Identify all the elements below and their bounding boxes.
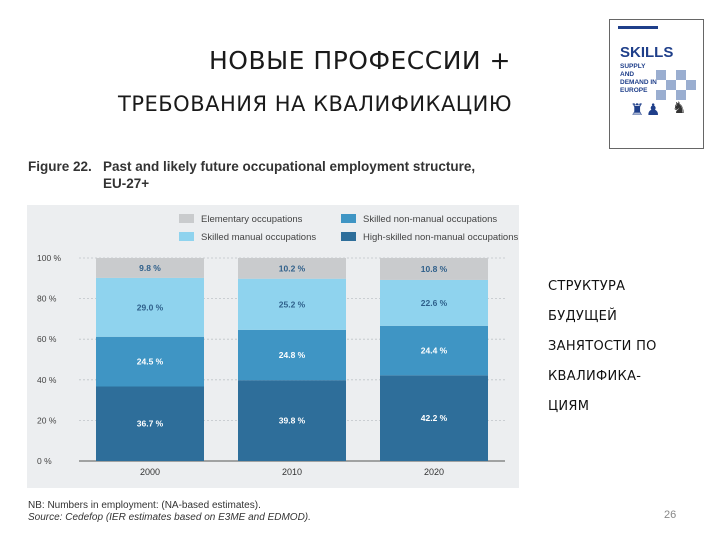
figure-title-line1: Past and likely future occupational empl… (103, 159, 476, 174)
cover-logo-strip (618, 26, 658, 29)
bar-segment (380, 279, 488, 326)
bar-data-label: 36.7 % (137, 419, 164, 429)
chess-piece-icon: ♜ (630, 102, 645, 119)
side-caption-line: БУДУЩЕЙ (548, 309, 618, 324)
bar-data-label: 24.5 % (137, 357, 164, 367)
side-caption-line: КВАЛИФИКА- (548, 369, 642, 384)
bar-data-label: 29.0 % (137, 302, 164, 312)
y-tick-label: 80 % (37, 294, 57, 304)
bar-data-label: 9.8 % (139, 263, 161, 273)
side-caption-line: ЦИЯМ (548, 399, 590, 414)
legend-label: High-skilled non-manual occupations (363, 232, 519, 243)
bar-data-label: 24.4 % (421, 346, 448, 356)
bar-data-label: 42.2 % (421, 413, 448, 423)
figure-number: Figure 22. (28, 159, 92, 174)
figure-notes: NB: Numbers in employment: (NA-based est… (28, 500, 311, 524)
checkerboard-graphic (656, 70, 702, 124)
cover-title: SKILLS (620, 44, 674, 61)
figure-note: NB: Numbers in employment: (NA-based est… (28, 500, 261, 511)
y-tick-label: 60 % (37, 334, 57, 344)
bar-data-label: 22.6 % (421, 298, 448, 308)
chess-piece-icon: ♟ (646, 102, 661, 119)
bar-data-label: 39.8 % (279, 416, 306, 426)
bar-segment (238, 380, 346, 461)
bar-segment (380, 258, 488, 280)
legend-label: Skilled non-manual occupations (363, 214, 497, 225)
chart-panel: Elementary occupations Skilled non-manual… (27, 205, 519, 488)
cover-subtitle: SUPPLY AND DEMAND IN EUROPE (620, 63, 657, 94)
report-cover-image: SKILLS SUPPLY AND DEMAND IN EUROPE ♜ ♟ ♞ (609, 19, 704, 149)
legend-label: Elementary occupations (201, 214, 303, 225)
y-tick-label: 20 % (37, 415, 57, 425)
bar-segment (238, 258, 346, 279)
figure-title-line2: EU-27+ (103, 176, 150, 191)
bar-data-label: 25.2 % (279, 299, 306, 309)
legend-swatch (341, 232, 356, 241)
slide-title-line2: ТРЕБОВАНИЯ НА КВАЛИФИКАЦИЮ (118, 92, 512, 116)
legend-swatch (179, 214, 194, 223)
side-caption-line: СТРУКТУРА (548, 279, 626, 294)
side-caption: СТРУКТУРА БУДУЩЕЙ ЗАНЯТОСТИ ПО КВАЛИФИКА… (548, 272, 657, 422)
legend-label: Skilled manual occupations (201, 232, 316, 243)
chess-piece-icon: ♞ (672, 100, 687, 117)
bar-data-label: 10.2 % (279, 263, 306, 273)
bar-segment (238, 329, 346, 381)
slide-title-line1: НОВЫЕ ПРОФЕССИИ + (208, 46, 511, 75)
side-caption-line: ЗАНЯТОСТИ ПО (548, 339, 657, 354)
bar-data-label: 10.8 % (421, 264, 448, 274)
bar-segment (238, 278, 346, 330)
y-tick-label: 40 % (37, 375, 57, 385)
x-tick-label: 2000 (140, 467, 160, 477)
bar-segment (380, 375, 488, 461)
y-tick-label: 0 % (37, 456, 52, 466)
bar-segment (96, 277, 204, 337)
bar-data-label: 24.8 % (279, 350, 306, 360)
y-tick-label: 100 % (37, 253, 62, 263)
figure-title: Figure 22. Past and likely future occupat… (28, 158, 475, 192)
stacked-bar-chart: Elementary occupations Skilled non-manual… (37, 214, 519, 477)
legend-swatch (179, 232, 194, 241)
bar-segment (96, 258, 204, 278)
bar-segment (96, 336, 204, 387)
bar-segment (96, 386, 204, 461)
x-tick-label: 2020 (424, 467, 444, 477)
bar-segment (380, 325, 488, 376)
legend-swatch (341, 214, 356, 223)
figure-source: Source: Cedefop (IER estimates based on … (28, 512, 311, 523)
x-tick-label: 2010 (282, 467, 302, 477)
page-number: 26 (664, 509, 677, 521)
